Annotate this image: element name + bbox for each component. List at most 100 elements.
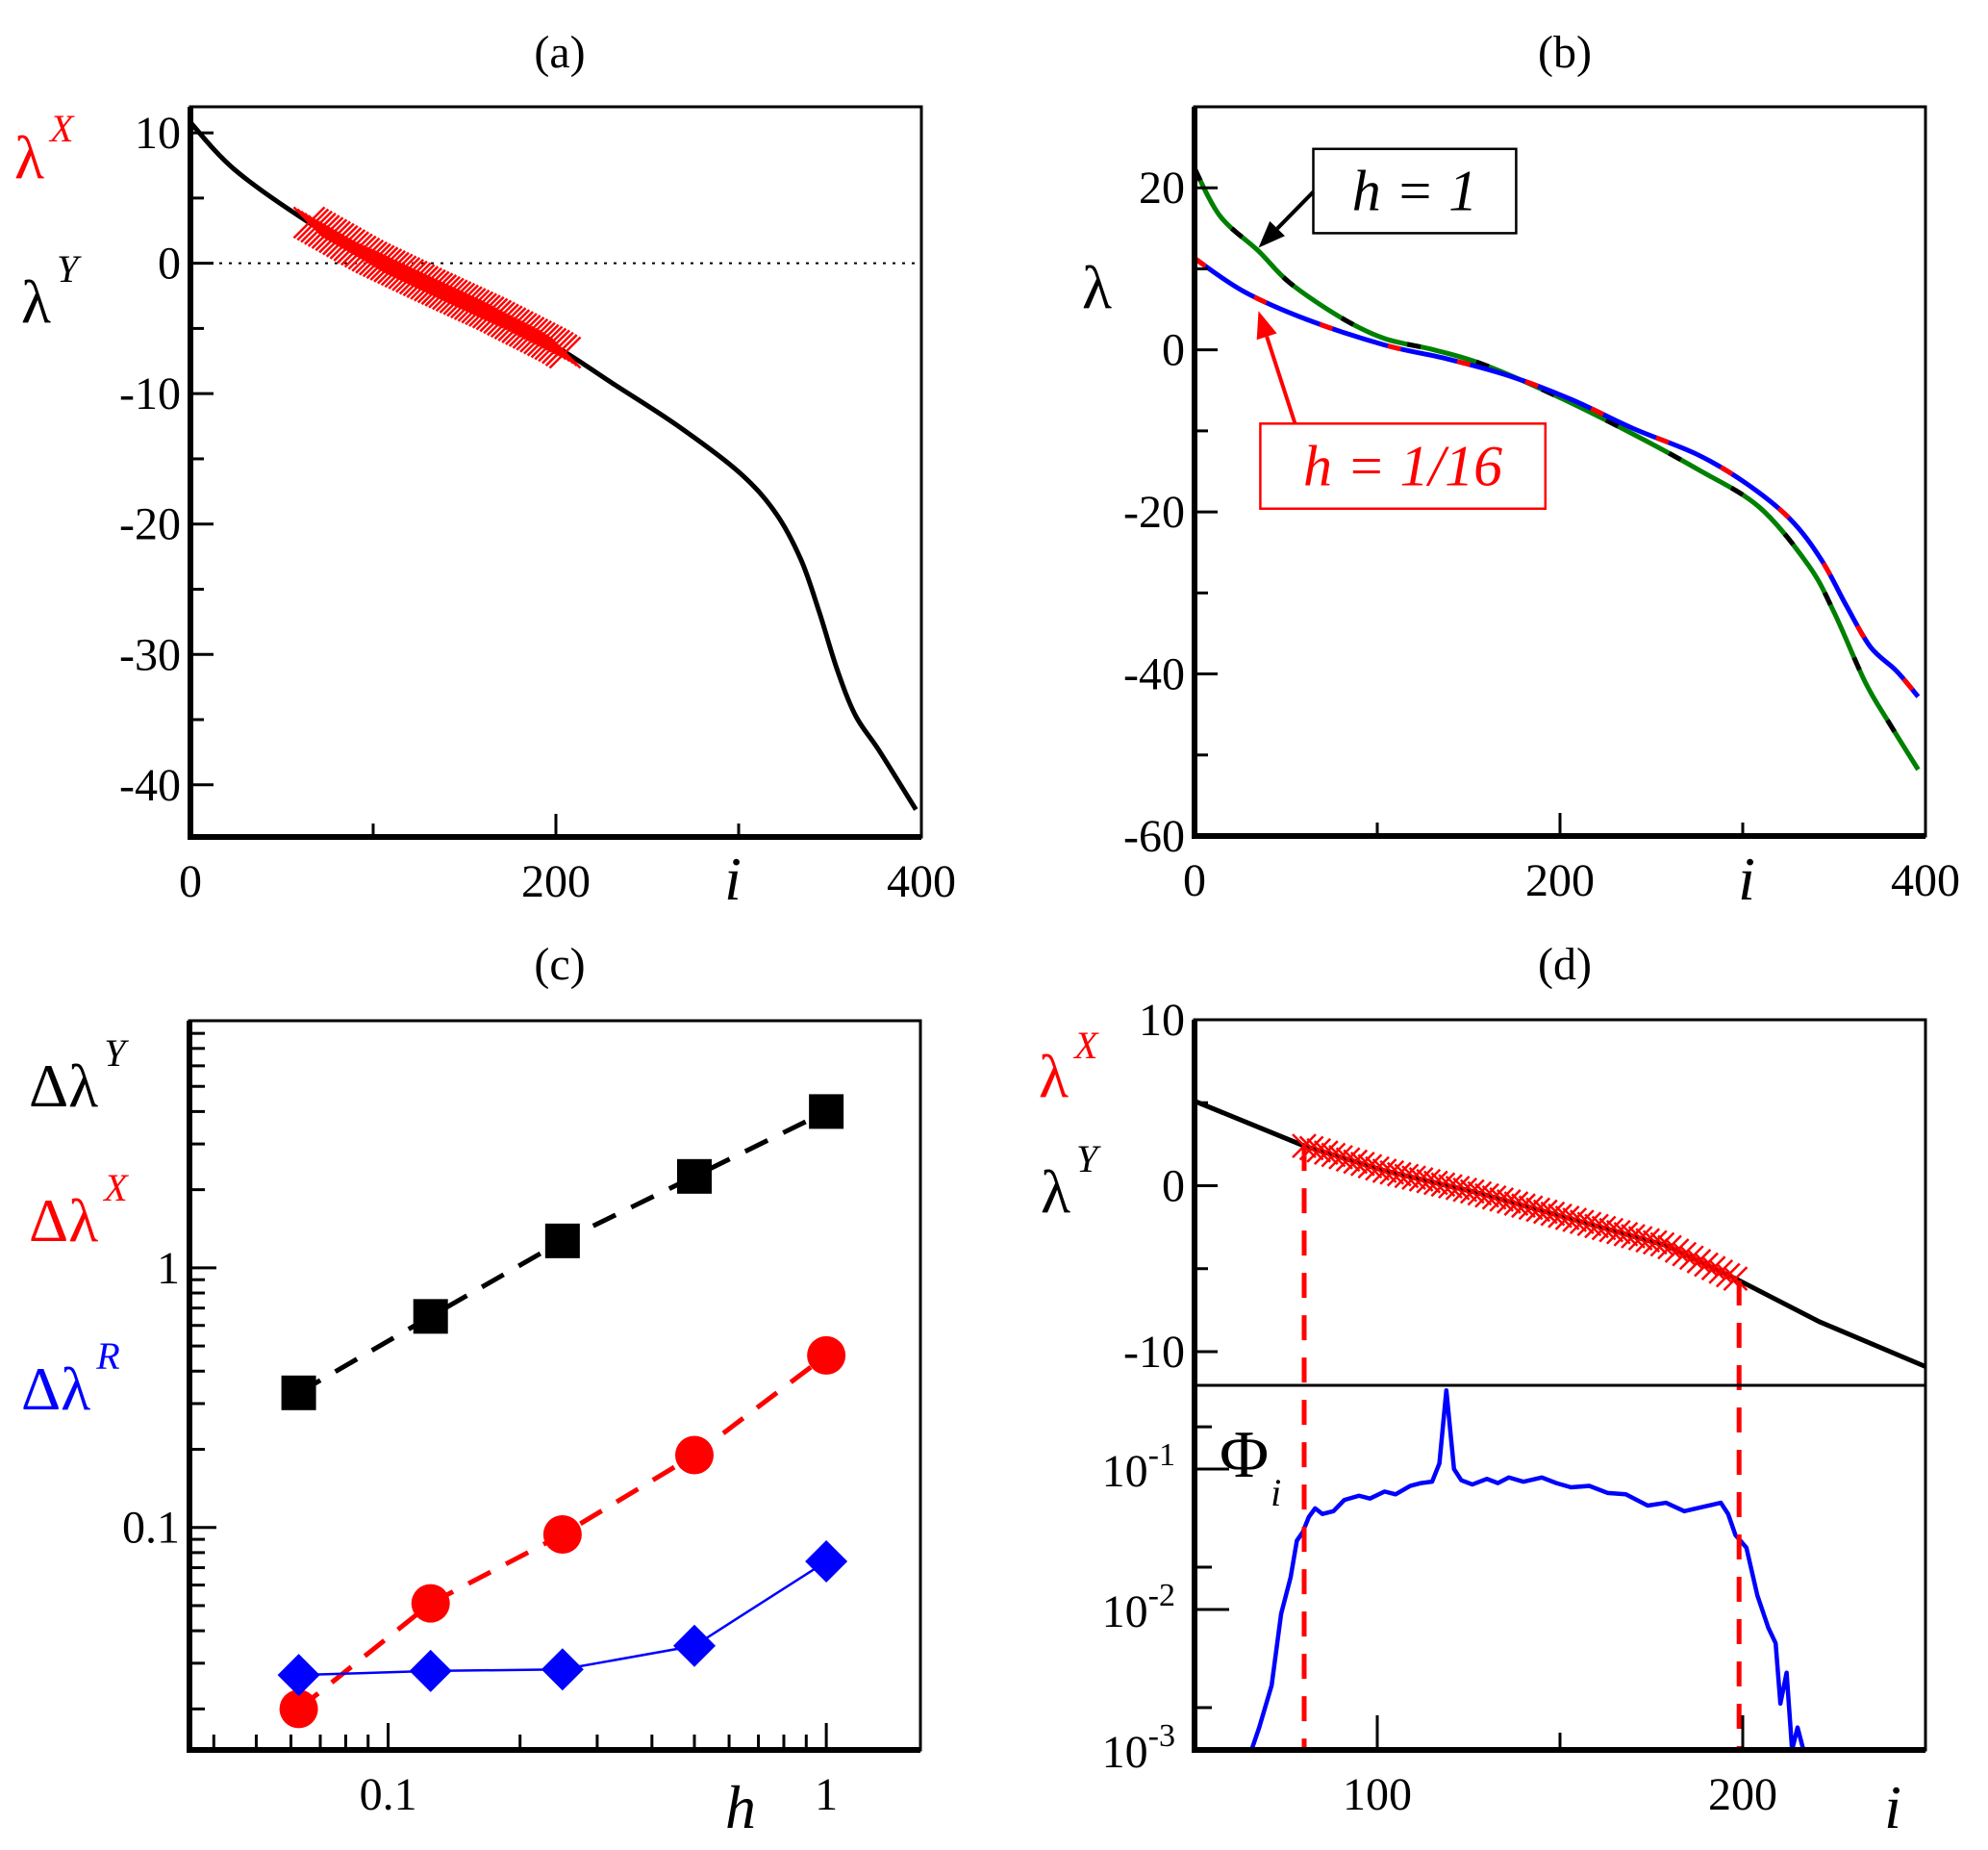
x-tick-label: 0 [1183, 855, 1206, 906]
lambda-x-marker-b [1700, 1255, 1726, 1281]
lambda-x-marker-b [1445, 1176, 1471, 1201]
series-h-1-dash [1192, 166, 1921, 772]
lambda-x-marker-b [402, 264, 436, 297]
lambda-x-marker-b [1613, 1222, 1639, 1247]
lambda-x-marker-b [479, 299, 513, 333]
annotation-box [1312, 147, 1518, 235]
x-tick-label: 1 [815, 1769, 838, 1820]
lambda-x-marker-b [1365, 1155, 1390, 1181]
lambda-x-marker-b [534, 327, 567, 361]
lambda-x-marker-b [428, 275, 461, 309]
lambda-x-marker-b [1642, 1229, 1668, 1255]
square-marker [544, 1223, 580, 1258]
lambda-x-marker-b [505, 313, 538, 345]
annotation-arrow-shaft [1275, 190, 1315, 230]
lambda-x-marker-b [1708, 1258, 1734, 1284]
square-marker [676, 1158, 712, 1194]
x-tick-label: 100 [1343, 1769, 1412, 1820]
lambda-x-marker-b [1459, 1178, 1485, 1204]
panel-c: (c) 0.1 1 1 0.1 h Δλ Y Δλ X Δλ R [21, 939, 922, 1841]
lambda-x-marker-b [1321, 1142, 1346, 1168]
y-tick-label: 10 [1139, 995, 1185, 1046]
diamond-marker [805, 1540, 848, 1584]
panel-c-title: (c) [534, 939, 585, 990]
annotation-arrow-head [1256, 311, 1277, 341]
lambda-x-marker-b [508, 315, 541, 347]
y-tick-label: -40 [1123, 649, 1185, 700]
diamond-marker [672, 1624, 716, 1667]
lambda-x-marker-b [377, 251, 410, 285]
lambda-x-marker-b [380, 253, 414, 287]
circle-marker [674, 1435, 714, 1475]
lambda-x-marker-b [1379, 1159, 1405, 1185]
series-h-1-16-base [1193, 256, 1921, 698]
circle-marker [411, 1584, 450, 1623]
circle-marker [807, 1335, 846, 1375]
lambda-x-marker-b [548, 336, 582, 369]
lambda-x-marker-b [1715, 1262, 1741, 1288]
ylabel-delta-lambda-x: Δλ X [29, 1166, 129, 1254]
panel-d-xlabel: i [1884, 1773, 1901, 1841]
x-tick-label: 400 [887, 856, 956, 907]
lambda-x-marker-b [359, 242, 391, 276]
lambda-x-marker-b [369, 248, 403, 281]
lambda-x-marker-b [1313, 1140, 1339, 1166]
y-tick-label: 0 [158, 239, 181, 290]
lambda-x-marker-b [1408, 1167, 1434, 1192]
lambda-x-marker-b [465, 292, 497, 326]
lambda-x-marker-b [1394, 1163, 1420, 1189]
lambda-x-marker-b [1635, 1228, 1661, 1254]
lambda-x-marker-b [468, 294, 501, 327]
x-tick-label: 0.1 [360, 1769, 417, 1820]
lambda-x-marker-b [1605, 1219, 1631, 1245]
lambda-x-marker-b [406, 266, 440, 298]
y-tick-label: -20 [119, 499, 181, 550]
y-tick-label: -20 [1123, 487, 1185, 538]
lambda-x-marker-b [483, 301, 516, 335]
lambda-x-marker-b [446, 284, 479, 317]
lambda-x-marker-b [457, 289, 491, 322]
lambda-x-marker-b [384, 255, 417, 289]
series-delta-lambda-r [277, 1540, 848, 1697]
y-tick-label: 0 [1162, 1160, 1185, 1211]
lambda-x-marker-b [1532, 1199, 1558, 1225]
lambda-x-marker-b [493, 307, 527, 341]
lambda-x-marker-b [526, 323, 560, 357]
lambda-x-marker-b [530, 325, 564, 359]
annotation-box [1259, 422, 1548, 510]
y-tick-label: -40 [119, 760, 181, 811]
diamond-marker [541, 1648, 584, 1691]
panel-b-title: (b) [1538, 27, 1592, 78]
lambda-x-marker-b [395, 260, 428, 293]
x-tick-label: 200 [1525, 855, 1595, 906]
lambda-x-marker-b [1452, 1177, 1478, 1203]
y-tick-label: -10 [119, 368, 181, 419]
lambda-x-marker-b [365, 246, 399, 280]
lambda-x-marker-b [1335, 1147, 1361, 1173]
lambda-x-marker-b [1598, 1217, 1624, 1243]
lambda-x-marker-b [1723, 1266, 1749, 1291]
lambda-x-marker-b [497, 309, 531, 342]
lambda-x-marker-b [1349, 1152, 1375, 1177]
lambda-x-marker-b [1584, 1213, 1609, 1239]
lambda-x-marker-b [410, 266, 442, 300]
lambda-x-marker-b [1664, 1238, 1690, 1263]
lambda-x-marker-b [1371, 1158, 1397, 1183]
lambda-x-marker-b [1401, 1165, 1426, 1191]
panel-b-xlabel: i [1738, 845, 1755, 913]
y-tick-label: 0 [1162, 325, 1185, 376]
lambda-x-marker-b [475, 297, 509, 331]
lambda-x-marker-b [519, 319, 552, 353]
lambda-x-marker-b [1511, 1193, 1536, 1219]
lambda-x-marker-b [1657, 1234, 1682, 1260]
lambda-x-marker-b [1343, 1149, 1369, 1175]
annotation-label: h = 1 [1352, 160, 1478, 223]
panel-c-xlabel: h [725, 1773, 756, 1841]
